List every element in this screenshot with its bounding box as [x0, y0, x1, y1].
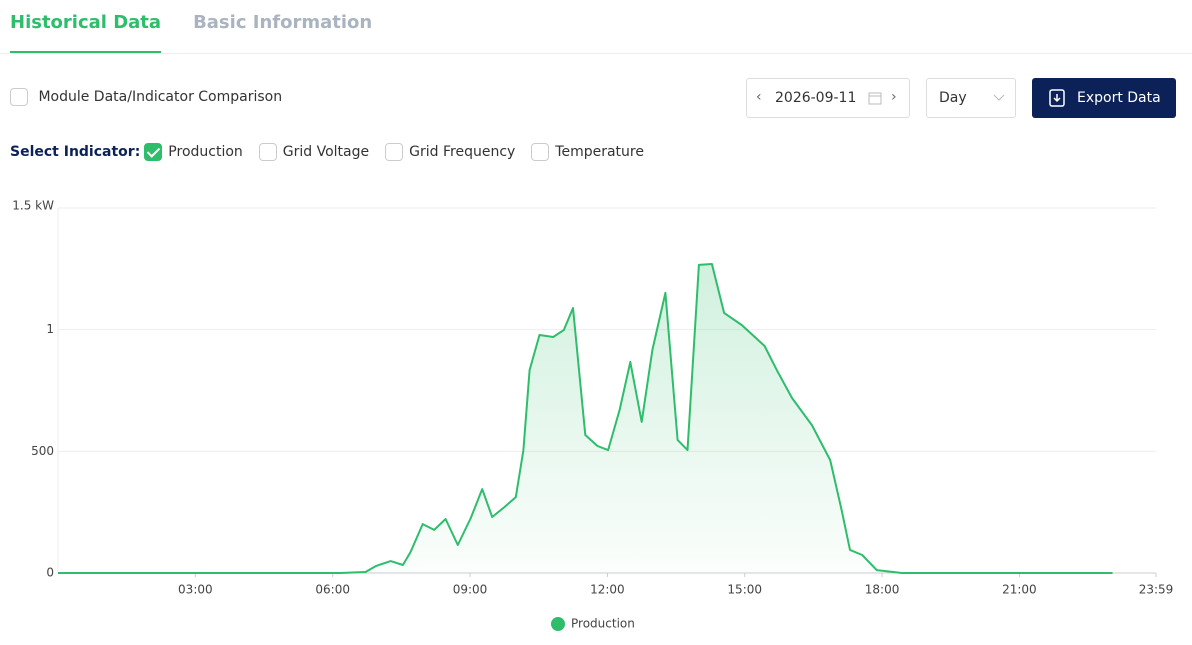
x-tick-label: 15:00 — [727, 583, 762, 597]
calendar-icon — [868, 92, 882, 105]
y-tick-label: 1 — [46, 322, 54, 336]
indicator-text: Grid Voltage — [282, 144, 370, 160]
tab[interactable]: Basic Information — [193, 12, 373, 33]
checkbox[interactable] — [531, 143, 550, 161]
checkbox[interactable] — [10, 88, 28, 106]
x-tick-label: 06:00 — [315, 583, 350, 597]
tab-divider — [0, 53, 1192, 54]
x-tick-label: 18:00 — [865, 583, 900, 597]
indicator[interactable]: Temperature — [531, 143, 644, 161]
tab-underline — [10, 51, 162, 53]
line — [58, 263, 1113, 574]
indicator-row: Select Indicator: Production Grid Voltage G… — [10, 143, 660, 161]
comparison-toggle[interactable]: Module Data/Indicator Comparison — [10, 88, 282, 106]
indicator[interactable]: Grid Frequency — [385, 143, 515, 161]
date-value: 2026-09-11 — [775, 90, 857, 106]
x-tick-label: 03:00 — [178, 583, 213, 597]
period-select[interactable]: Day — [926, 78, 1016, 118]
checkbox[interactable] — [144, 143, 163, 161]
legend-label: Production — [571, 617, 635, 631]
indicator-text: Production — [168, 144, 243, 160]
period-value: Day — [939, 90, 967, 106]
x-tick-label: 09:00 — [453, 583, 488, 597]
next-icon[interactable]: › — [891, 89, 897, 105]
y-tick-label: 1.5 kW — [12, 199, 54, 213]
prev-icon[interactable]: ‹ — [756, 89, 762, 105]
indicator-label: Select Indicator: — [10, 144, 141, 160]
tab[interactable]: Historical Data — [10, 12, 162, 33]
chart: 0 500 1 1.5 kW 03:00 06:00 09:00 12:00 15:00 18:0… — [12, 199, 1174, 631]
checkbox[interactable] — [258, 143, 277, 161]
indicator-text: Grid Frequency — [409, 144, 516, 160]
y-tick-label: 500 — [31, 444, 54, 458]
date-picker[interactable]: ‹ 2026-09-11 › — [746, 78, 910, 118]
x-tick-label: 23:59 — [1139, 583, 1174, 597]
indicator[interactable]: Grid Voltage — [258, 143, 370, 161]
download-icon — [1049, 89, 1065, 107]
indicator-text: Temperature — [555, 144, 644, 160]
indicator[interactable]: Production — [144, 143, 243, 161]
indicator-list: Production Grid Voltage Grid Frequency Temp… — [144, 143, 660, 161]
export-button[interactable]: Export Data — [1032, 78, 1176, 118]
x-tick-label: 12:00 — [590, 583, 625, 597]
checkbox[interactable] — [385, 143, 404, 161]
area-fill — [58, 264, 1113, 573]
chevron-icon — [993, 94, 1005, 101]
y-tick-label: 0 — [46, 566, 54, 580]
comparison-label: Module Data/Indicator Comparison — [38, 89, 283, 105]
legend-swatch — [551, 617, 565, 631]
x-tick-label: 21:00 — [1002, 583, 1037, 597]
export-label: Export Data — [1077, 90, 1161, 106]
